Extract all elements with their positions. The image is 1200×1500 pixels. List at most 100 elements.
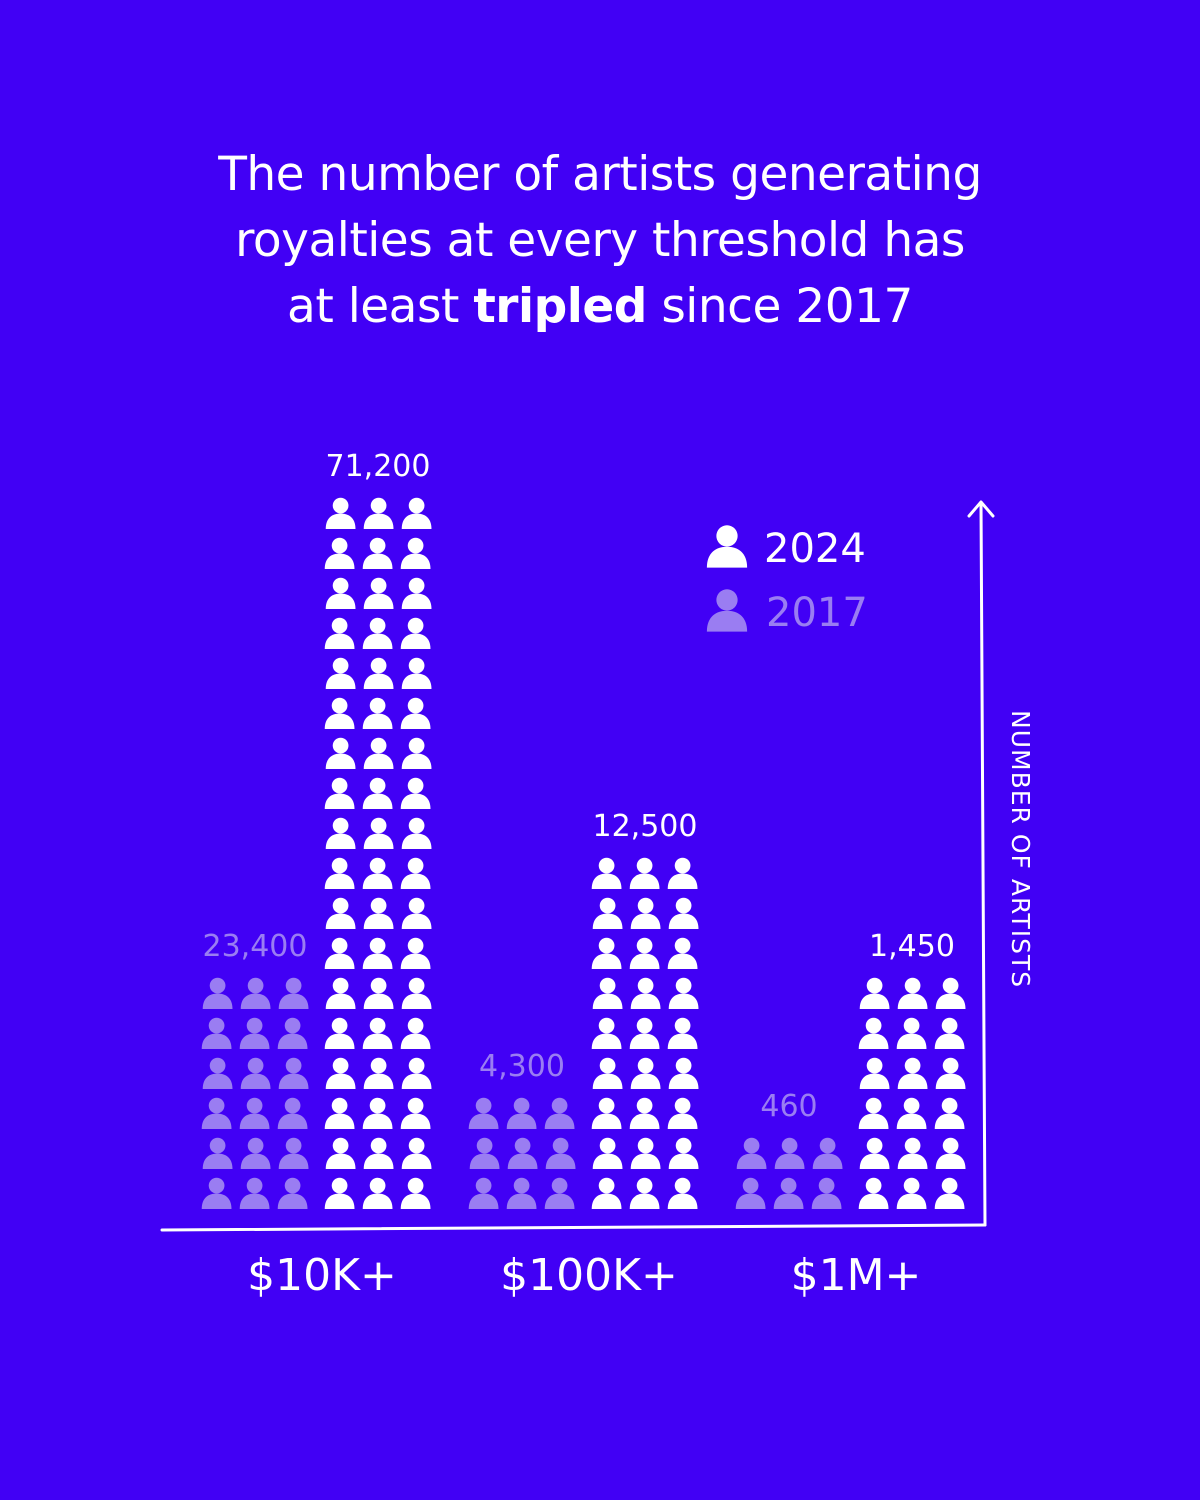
legend: 2024 2017 [706,525,868,636]
person-icon [324,537,355,569]
person-icon [362,857,393,889]
person-icon [400,697,431,729]
person-icon [506,1177,537,1209]
person-icon [325,977,356,1009]
person-icon [401,737,432,769]
person-icon [324,777,355,809]
person-icon [629,1017,660,1049]
person-icon [591,1177,622,1209]
person-icon [324,857,355,889]
legend-2024-person-icon [706,525,748,568]
person-icon [400,1097,431,1129]
legend-item-2024: 2024 [706,525,866,572]
person-icon [859,977,890,1009]
data-label-2017-0: 23,400 [203,929,308,964]
person-icon [592,1137,623,1169]
bar-2024-0 [324,497,432,1209]
person-icon [667,857,698,889]
person-icon [400,617,431,649]
legend-2017-person-icon [706,589,748,632]
title-line-1: The number of artists generating [218,147,982,202]
y-axis-label: NUMBER OF ARTISTS [1006,710,1035,988]
person-icon [667,1017,698,1049]
person-icon [897,1057,928,1089]
person-icon [324,697,355,729]
person-icon [401,977,432,1009]
person-icon [544,1177,575,1209]
person-icon [324,1177,355,1209]
legend-label-2017: 2017 [766,590,868,636]
person-icon [363,817,394,849]
person-icon [325,897,356,929]
person-icon [362,1097,393,1129]
person-icon [239,1177,270,1209]
data-label-2024-2: 1,450 [869,929,955,964]
person-icon [592,1057,623,1089]
person-icon [400,1177,431,1209]
person-icon [362,1017,393,1049]
person-icon [325,1057,356,1089]
x-tick-label-2: $1M+ [791,1250,922,1301]
person-icon [324,1017,355,1049]
person-icon [507,1137,538,1169]
person-icon [363,737,394,769]
person-icon [858,1017,889,1049]
person-icon [668,1137,699,1169]
person-icon [934,1097,965,1129]
person-icon [469,1137,500,1169]
person-icon [400,537,431,569]
data-label-2024-1: 12,500 [593,809,698,844]
person-icon [591,857,622,889]
person-icon [629,937,660,969]
person-icon [363,897,394,929]
person-icon [277,1097,308,1129]
person-icon [668,977,699,1009]
person-icon [202,1137,233,1169]
person-icon [362,697,393,729]
title-line-2: royalties at every threshold has [235,213,965,268]
person-icon [401,497,432,529]
person-icon [240,1057,271,1089]
person-icon [362,777,393,809]
person-icon [363,577,394,609]
data-label-2017-2: 460 [760,1089,817,1124]
person-icon [239,1017,270,1049]
person-icon [896,1097,927,1129]
person-icon [773,1177,804,1209]
person-icon [812,1137,843,1169]
person-icon [667,1097,698,1129]
person-icon [277,1177,308,1209]
person-icon [363,657,394,689]
person-icon [859,1057,890,1089]
person-icon [934,1017,965,1049]
person-icon [468,1177,499,1209]
person-icon [896,1017,927,1049]
person-icon [240,1137,271,1169]
x-axis-line [160,1223,987,1232]
person-icon [202,1057,233,1089]
person-icon [325,657,356,689]
person-icon [240,977,271,1009]
person-icon [362,1177,393,1209]
person-icon [858,1097,889,1129]
person-icon [774,1137,805,1169]
person-icon [401,1137,432,1169]
person-icon [545,1137,576,1169]
person-icon [629,1097,660,1129]
person-icon [202,977,233,1009]
title-line-3-pre: at least [287,279,474,334]
person-icon [201,1017,232,1049]
person-icon [362,537,393,569]
person-icon [897,977,928,1009]
person-icon [591,1017,622,1049]
bar-2017-0 [201,977,309,1209]
person-icon [630,897,661,929]
person-icon [667,1177,698,1209]
title-emphasis: tripled [473,279,647,334]
person-icon [736,1137,767,1169]
person-icon [363,497,394,529]
person-icon [400,777,431,809]
person-icon [325,1137,356,1169]
person-icon [401,897,432,929]
